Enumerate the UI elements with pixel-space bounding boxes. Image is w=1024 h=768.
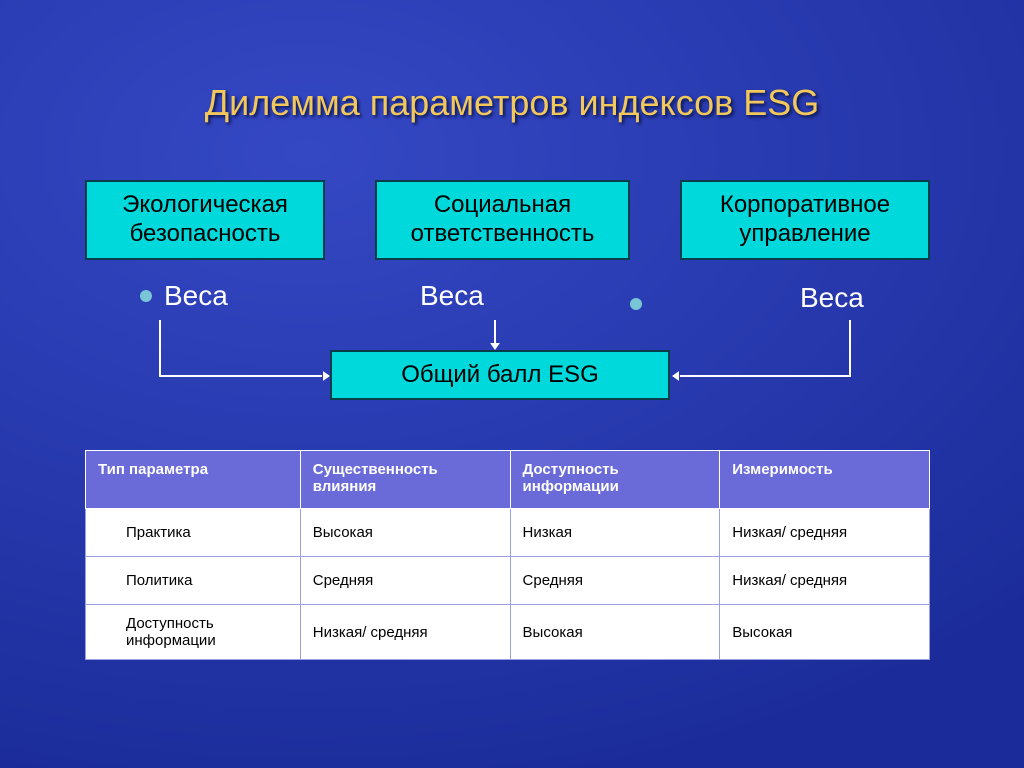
parameter-table: Тип параметраСущественность влиянияДосту…: [85, 450, 930, 660]
center-box-label: Общий балл ESG: [401, 361, 599, 389]
table-row: Доступность информацииНизкая/ средняяВыс…: [86, 605, 930, 660]
table-cell: Практика: [86, 509, 301, 557]
table-cell: Низкая: [510, 509, 720, 557]
table-cell: Доступность информации: [86, 605, 301, 660]
table-cell: Высокая: [300, 509, 510, 557]
weight-label-2: Веса: [420, 280, 484, 312]
table-cell: Низкая/ средняя: [720, 509, 930, 557]
pillar-box-environment: Экологическая безопасность: [85, 180, 325, 260]
table-row: ПолитикаСредняяСредняяНизкая/ средняя: [86, 557, 930, 605]
table-cell: Средняя: [510, 557, 720, 605]
weight-label-3: Веса: [800, 282, 864, 314]
pillar-box-label: Экологическая безопасность: [122, 191, 288, 249]
bullet-icon: [140, 290, 152, 302]
center-box-esg-score: Общий балл ESG: [330, 350, 670, 400]
table-cell: Низкая/ средняя: [300, 605, 510, 660]
table-header-cell: Измеримость: [720, 451, 930, 509]
table-cell: Политика: [86, 557, 301, 605]
pillar-box-label: Социальная ответственность: [411, 191, 595, 249]
pillar-box-label: Корпоративное управление: [720, 191, 890, 249]
table-header-cell: Существенность влияния: [300, 451, 510, 509]
weight-text: Веса: [800, 282, 864, 314]
table-header-cell: Тип параметра: [86, 451, 301, 509]
weight-text: Веса: [420, 280, 484, 312]
pillar-box-governance: Корпоративное управление: [680, 180, 930, 260]
table-cell: Средняя: [300, 557, 510, 605]
table-header-cell: Доступность информации: [510, 451, 720, 509]
weight-text: Веса: [164, 280, 228, 312]
weight-label-1: Веса: [140, 280, 228, 312]
bullet-icon: [630, 298, 642, 310]
table-cell: Высокая: [510, 605, 720, 660]
slide-title: Дилемма параметров индексов ESG: [0, 82, 1024, 124]
table-cell: Высокая: [720, 605, 930, 660]
pillar-box-social: Социальная ответственность: [375, 180, 630, 260]
table-header-row: Тип параметраСущественность влиянияДосту…: [86, 451, 930, 509]
slide: Дилемма параметров индексов ESG Экологич…: [0, 0, 1024, 768]
table-cell: Низкая/ средняя: [720, 557, 930, 605]
table-row: ПрактикаВысокаяНизкаяНизкая/ средняя: [86, 509, 930, 557]
